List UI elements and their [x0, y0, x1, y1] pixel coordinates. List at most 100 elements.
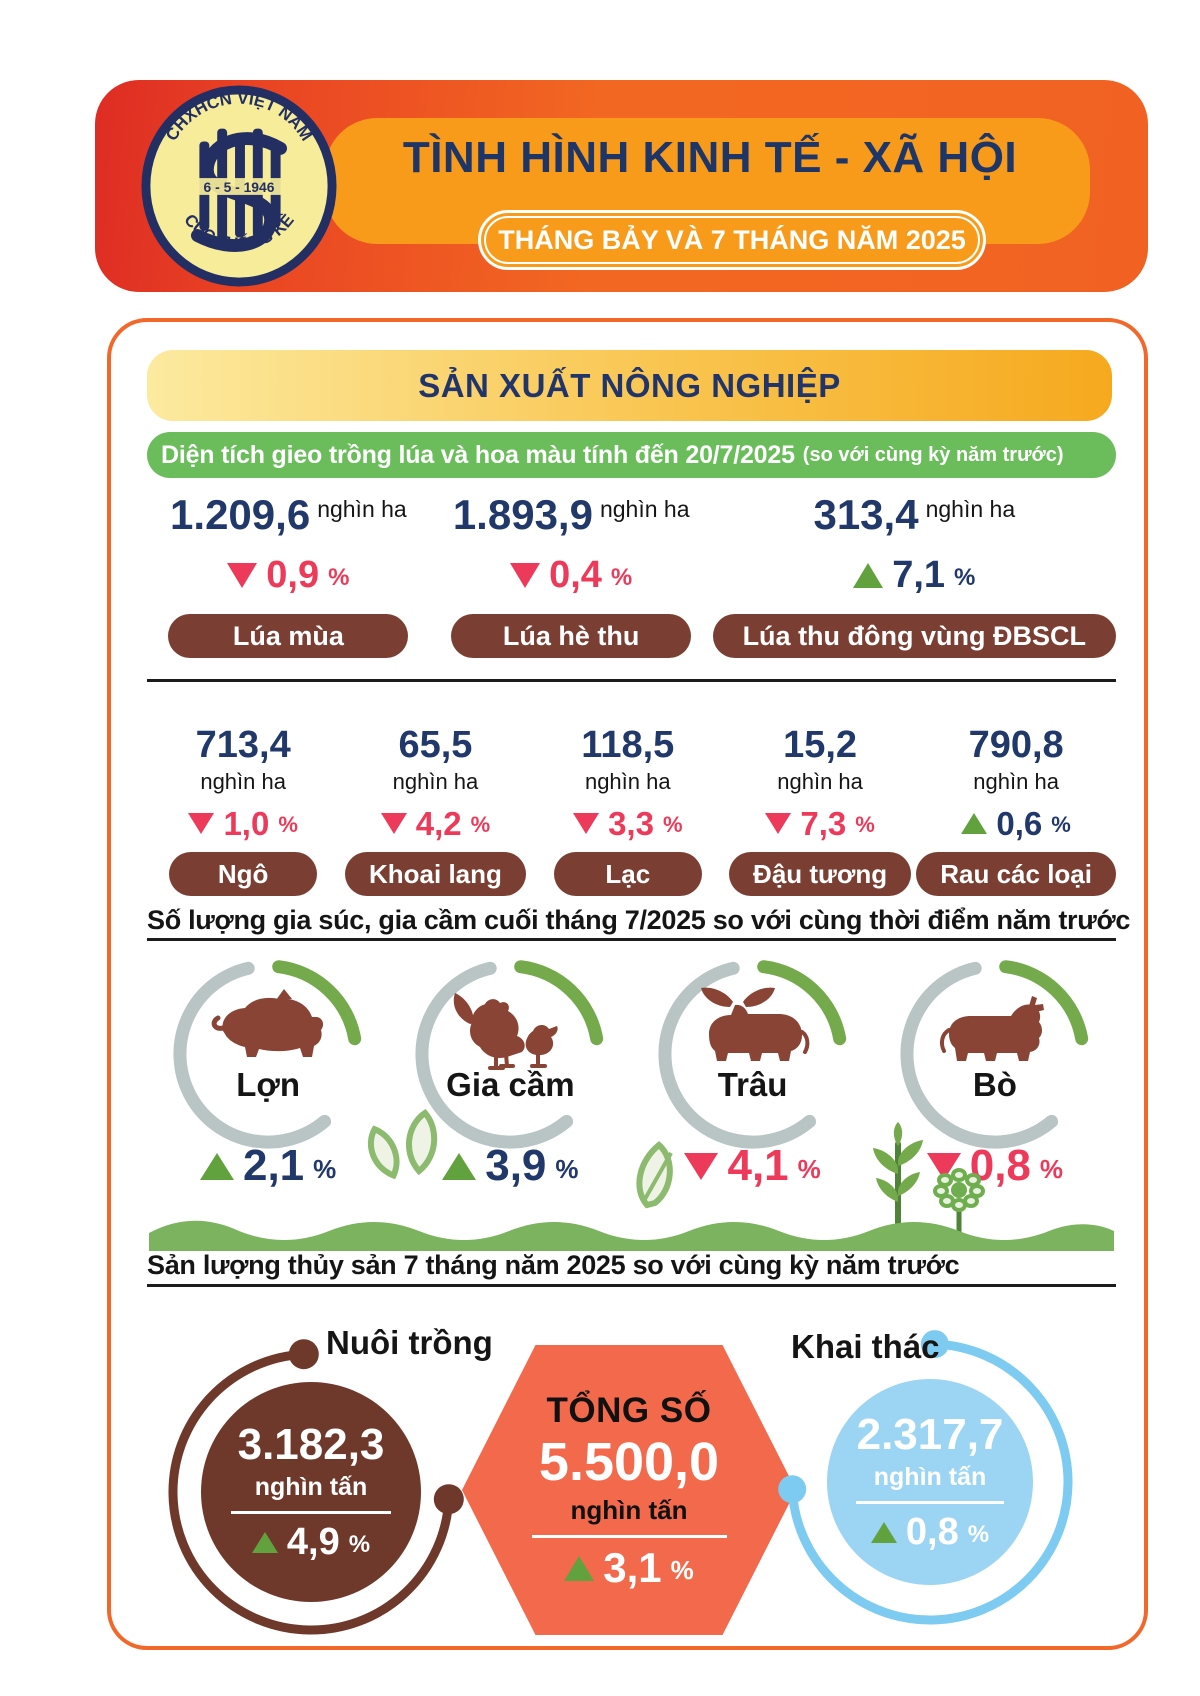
rice-label-pill: Lúa thu đông vùng ĐBSCL [712, 614, 1117, 658]
percent-sign: % [348, 1531, 371, 1558]
down-triangle-icon [573, 813, 600, 834]
divider [147, 679, 1116, 682]
buffalo-icon [700, 987, 810, 1061]
percent-sign: % [797, 1154, 821, 1184]
down-triangle-icon [380, 813, 407, 834]
percent-sign: % [1051, 812, 1071, 837]
progress-ring [173, 960, 362, 1149]
percent-sign: % [1039, 1154, 1064, 1184]
up-triangle-icon [870, 1521, 897, 1543]
total-unit: nghìn tấn [570, 1495, 688, 1525]
crop-value: 790,8 [968, 724, 1064, 766]
rice-value: 313,4 [813, 491, 919, 538]
crop-value: 65,5 [398, 724, 473, 766]
percent-sign: % [954, 564, 976, 591]
farming-change: 4,9 [286, 1521, 340, 1563]
animal-label: Gia cầm [446, 1066, 575, 1103]
capture-change: 0,8 [905, 1511, 959, 1553]
crop-stat-rau: 790,8 nghìn ha 0,6 % Rau các loại [916, 726, 1116, 896]
crop-change: 7,3 [800, 805, 847, 842]
crops-banner-note: (so với cùng kỳ năm trước) [802, 443, 1064, 466]
section-title-banner: SẢN XUẤT NÔNG NGHIỆP [147, 350, 1112, 421]
total-label: TỔNG SỐ [546, 1391, 712, 1430]
up-triangle-icon [853, 562, 884, 588]
capture-label: Khai thác [791, 1328, 940, 1365]
up-triangle-icon [564, 1555, 595, 1581]
up-triangle-icon [961, 813, 988, 834]
crops-stats-row: 713,4 nghìn ha 1,0 % Ngô 65,5 nghìn ha 4… [147, 726, 1116, 896]
crop-label-pill: Lạc [553, 852, 702, 896]
percent-sign: % [328, 564, 350, 591]
rice-change: 7,1 [892, 554, 946, 596]
up-triangle-icon [442, 1152, 477, 1180]
percent-sign: % [610, 564, 633, 591]
crop-unit: nghìn ha [200, 769, 286, 794]
progress-ring [658, 960, 846, 1149]
livestock-row: Lợn 2,1 % [147, 954, 1116, 1188]
livestock-poultry: Gia cầm 3,9 % [389, 954, 631, 1188]
crop-change: 4,2 [415, 805, 462, 842]
divider [147, 1284, 1116, 1287]
leaf-decoration [367, 1109, 438, 1180]
farming-value: 3.182,3 [237, 1420, 385, 1469]
livestock-change: 4,1 [727, 1141, 789, 1190]
flower-decoration [933, 1168, 985, 1235]
progress-ring [900, 960, 1089, 1149]
report-period-badge: THÁNG BẢY VÀ 7 THÁNG NĂM 2025 [478, 210, 986, 270]
rice-value: 1.893,9 [452, 491, 593, 538]
livestock-heading: Số lượng gia súc, gia cầm cuối tháng 7/2… [147, 905, 1131, 935]
percent-sign: % [662, 812, 683, 837]
crops-banner-text: Diện tích gieo trồng lúa và hoa màu tính… [161, 440, 795, 469]
total-hexagon: TỔNG SỐ 5.500,0 nghìn tấn 3,1 % [462, 1345, 796, 1635]
divider [231, 1511, 391, 1514]
divider [147, 938, 1116, 941]
rice-unit: nghìn ha [599, 496, 690, 522]
crop-label-pill: Khoai lang [345, 852, 526, 896]
grass-wave-decoration [149, 1220, 1114, 1251]
farming-circle: 3.182,3 nghìn tấn 4,9 % [201, 1382, 421, 1602]
farming-unit: nghìn tấn [254, 1473, 368, 1501]
capture-unit: nghìn tấn [873, 1463, 987, 1491]
rice-stat-lua-mua: 1.209,6 nghìn ha 0,9 % Lúa mùa [147, 494, 430, 658]
animal-label: Bò [972, 1066, 1017, 1103]
crop-change: 0,6 [996, 805, 1043, 842]
rice-stat-lua-he-thu: 1.893,9 nghìn ha 0,4 % Lúa hè thu [430, 494, 713, 658]
crop-value: 118,5 [581, 724, 675, 766]
rice-value: 1.209,6 [170, 491, 311, 538]
livestock-buffalo: Trâu 4,1 % [632, 954, 874, 1188]
crop-stat-ngo: 713,4 nghìn ha 1,0 % Ngô [147, 726, 339, 896]
pig-icon [211, 989, 324, 1057]
divider [531, 1535, 727, 1538]
progress-ring [415, 960, 604, 1149]
leaf-decoration [636, 1141, 673, 1209]
livestock-change: 2,1 [242, 1141, 305, 1190]
crop-stat-lac: 118,5 nghìn ha 3,3 % Lạc [532, 726, 724, 896]
rice-stat-lua-thu-dong: 313,4 nghìn ha 7,1 % Lúa thu đông vùng Đ… [712, 491, 1117, 658]
crop-label-pill: Đậu tương [729, 852, 912, 896]
percent-sign: % [278, 812, 298, 837]
capture-circle: 2.317,7 nghìn tấn 0,8 % [827, 1379, 1033, 1585]
crop-label-pill: Ngô [169, 852, 318, 896]
rice-label-pill: Lúa mùa [168, 614, 409, 658]
rice-label-pill: Lúa hè thu [451, 614, 692, 658]
percent-sign: % [470, 812, 491, 837]
capture-connector-arc [778, 1330, 1073, 1625]
report-period-label: THÁNG BẢY VÀ 7 THÁNG NĂM 2025 [498, 224, 966, 255]
percent-sign: % [855, 812, 875, 837]
crop-label-pill: Rau các loại [916, 852, 1116, 896]
percent-sign: % [313, 1154, 337, 1184]
farming-label: Nuôi trồng [326, 1324, 493, 1361]
down-triangle-icon [227, 562, 258, 588]
fishery-heading: Sản lượng thủy sản 7 tháng năm 2025 so v… [147, 1250, 960, 1280]
up-triangle-icon [199, 1152, 234, 1180]
page-title: TÌNH HÌNH KINH TẾ - XÃ HỘI [402, 133, 1018, 182]
percent-sign: % [967, 1521, 990, 1548]
percent-sign: % [670, 1555, 694, 1585]
crop-change: 3,3 [608, 805, 654, 842]
cow-icon [939, 996, 1044, 1061]
farming-connector-arc [168, 1339, 464, 1635]
crop-unit: nghìn ha [973, 769, 1059, 794]
total-value: 5.500,0 [538, 1432, 720, 1492]
rice-change: 0,4 [549, 554, 602, 596]
